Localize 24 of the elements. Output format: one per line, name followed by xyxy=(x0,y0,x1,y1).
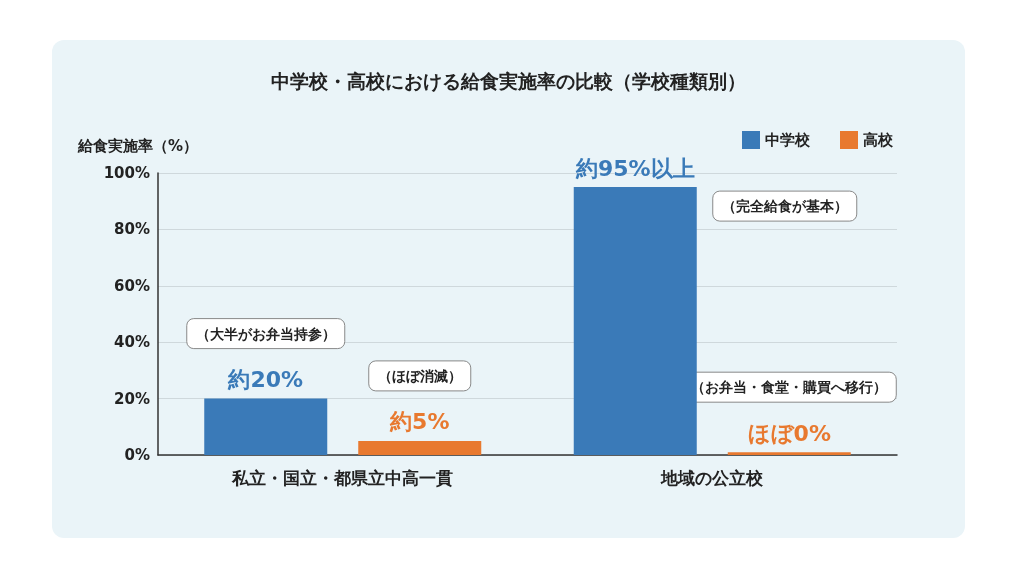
annotation: （完全給食が基本） xyxy=(721,198,848,215)
y-tick-label: 60% xyxy=(114,276,150,295)
chart-title: 中学校・高校における給食実施率の比較（学校種類別） xyxy=(270,69,746,92)
bar xyxy=(573,187,697,455)
annotation: （ほぼ消滅） xyxy=(377,367,462,384)
y-tick-label: 80% xyxy=(114,220,150,239)
bar xyxy=(204,398,328,455)
legend-label: 中学校 xyxy=(765,131,811,149)
data-label: 約95%以上 xyxy=(574,155,695,181)
data-label: ほぼ0% xyxy=(747,420,831,446)
bar xyxy=(727,452,851,455)
x-tick-label: 地域の公立校 xyxy=(660,467,765,488)
bar xyxy=(358,440,482,455)
annotation: （大半がお弁当持参） xyxy=(195,325,336,342)
annotation: （お弁当・食堂・購買へ移行） xyxy=(691,379,888,396)
x-tick-label: 私立・国立・都県立中高一貫 xyxy=(231,467,454,488)
y-axis-title: 給食実施率（%） xyxy=(77,136,199,155)
legend-label: 高校 xyxy=(863,131,894,149)
y-tick-label: 40% xyxy=(114,333,150,352)
data-label: 約5% xyxy=(389,409,450,435)
y-tick-label: 20% xyxy=(114,389,150,408)
y-tick-label: 0% xyxy=(124,446,150,464)
data-label: 約20% xyxy=(227,367,304,393)
y-tick-label: 100% xyxy=(103,164,150,182)
